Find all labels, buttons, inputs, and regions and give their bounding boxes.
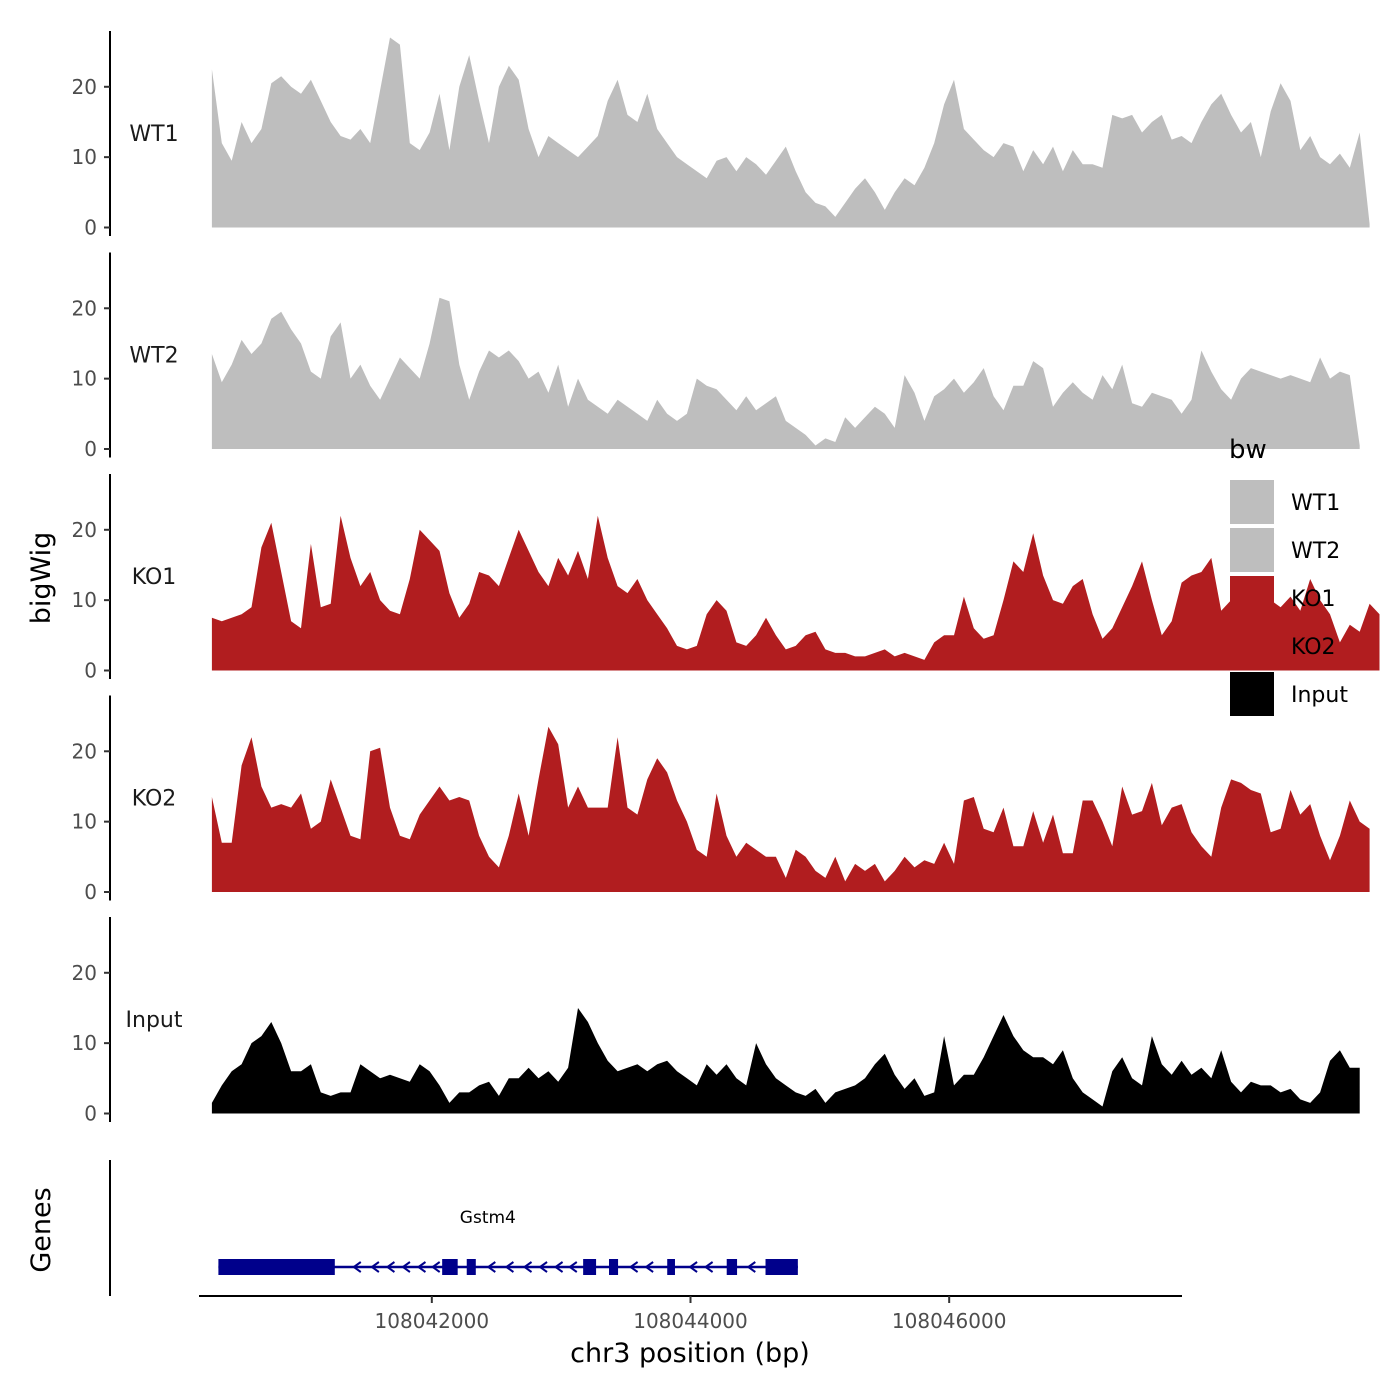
coverage-area-input [211, 1008, 1360, 1114]
gene-exon [726, 1259, 738, 1275]
strand-arrow [538, 1261, 548, 1273]
y-tick-label: 0 [84, 659, 97, 683]
strand-arrow [568, 1261, 578, 1273]
y-tick-label: 10 [72, 145, 97, 169]
strand-arrow [746, 1261, 756, 1273]
legend-label: WT1 [1291, 491, 1340, 516]
track-input: 0 10 20 Input [72, 917, 1360, 1126]
strand-arrow [703, 1261, 714, 1273]
x-tick-label: 108046000 [892, 1309, 1007, 1333]
strand-arrow [430, 1261, 441, 1273]
strand-arrow [688, 1261, 698, 1273]
y-tick-label: 20 [72, 739, 97, 763]
track-label: Input [126, 1008, 183, 1033]
gene-exon [609, 1259, 619, 1275]
gene-track: Gstm4 [109, 1160, 798, 1296]
coverage-area-wt1 [211, 37, 1370, 228]
y-tick-label: 10 [72, 1031, 97, 1055]
x-axis-title: chr3 position (bp) [570, 1338, 810, 1369]
gene-exon [466, 1259, 476, 1275]
gene-exon [667, 1259, 675, 1275]
legend-label: KO1 [1291, 587, 1336, 612]
y-tick-label: 20 [72, 75, 97, 99]
track-label: KO1 [132, 565, 177, 590]
track-ko2: 0 10 20 KO2 [72, 695, 1370, 904]
strand-arrow [522, 1261, 533, 1273]
strand-arrow [416, 1261, 427, 1273]
y-axis-title: bigWig [26, 532, 57, 625]
legend-swatch [1230, 528, 1274, 572]
x-axis: 108042000 108044000 108046000 [199, 1295, 1182, 1333]
strand-arrow [370, 1261, 380, 1273]
y-tick-label: 0 [84, 1102, 97, 1126]
y-tick-label: 0 [84, 216, 97, 240]
legend-swatch [1230, 624, 1274, 668]
y-tick-label: 10 [72, 588, 97, 612]
coverage-area-ko2 [211, 726, 1370, 892]
track-wt1: 0 10 20 WT1 [72, 31, 1370, 240]
legend-title: bw [1229, 435, 1267, 465]
y-tick-label: 20 [72, 296, 97, 320]
strand-arrow [486, 1261, 496, 1273]
gene-label: Gstm4 [460, 1208, 516, 1228]
strand-arrow [352, 1261, 362, 1273]
gene-exon [765, 1259, 798, 1275]
y-tick-label: 20 [72, 518, 97, 542]
coverage-area-ko1 [211, 515, 1380, 671]
track-wt2: 0 10 20 WT2 [72, 252, 1360, 461]
x-tick-label: 108042000 [375, 1309, 490, 1333]
coverage-tracks: 0 10 20 WT1 0 10 20 WT2 0 10 20 KO1 0 10 20 KO2 0 10 20 Inp… [72, 31, 1380, 1126]
y-tick-label: 0 [84, 437, 97, 461]
strand-arrow [553, 1261, 564, 1273]
legend: bw WT1 WT2 KO1 KO2 Input [1229, 435, 1348, 716]
track-ko1: 0 10 20 KO1 [72, 474, 1380, 683]
y-tick-label: 10 [72, 810, 97, 834]
strand-arrow [385, 1261, 396, 1273]
y-tick-label: 0 [84, 880, 97, 904]
coverage-area-wt2 [211, 297, 1360, 449]
legend-swatch [1230, 672, 1274, 716]
legend-label: Input [1291, 683, 1348, 708]
legend-label: KO2 [1291, 635, 1336, 660]
legend-label: WT2 [1291, 539, 1340, 564]
y-tick-label: 10 [72, 367, 97, 391]
x-tick-label: 108044000 [633, 1309, 748, 1333]
strand-arrow [644, 1261, 654, 1273]
track-label: KO2 [132, 787, 177, 812]
strand-arrow [628, 1261, 639, 1273]
legend-swatch [1230, 576, 1274, 620]
gene-exon [442, 1259, 458, 1275]
strand-arrow [504, 1261, 515, 1273]
genes-axis-title: Genes [26, 1187, 57, 1272]
gene-exon [218, 1259, 335, 1275]
track-label: WT2 [129, 344, 178, 369]
strand-arrow [401, 1261, 411, 1273]
gene-exon [583, 1259, 597, 1275]
legend-swatch [1230, 480, 1274, 524]
y-tick-label: 20 [72, 961, 97, 985]
track-label: WT1 [129, 122, 178, 147]
